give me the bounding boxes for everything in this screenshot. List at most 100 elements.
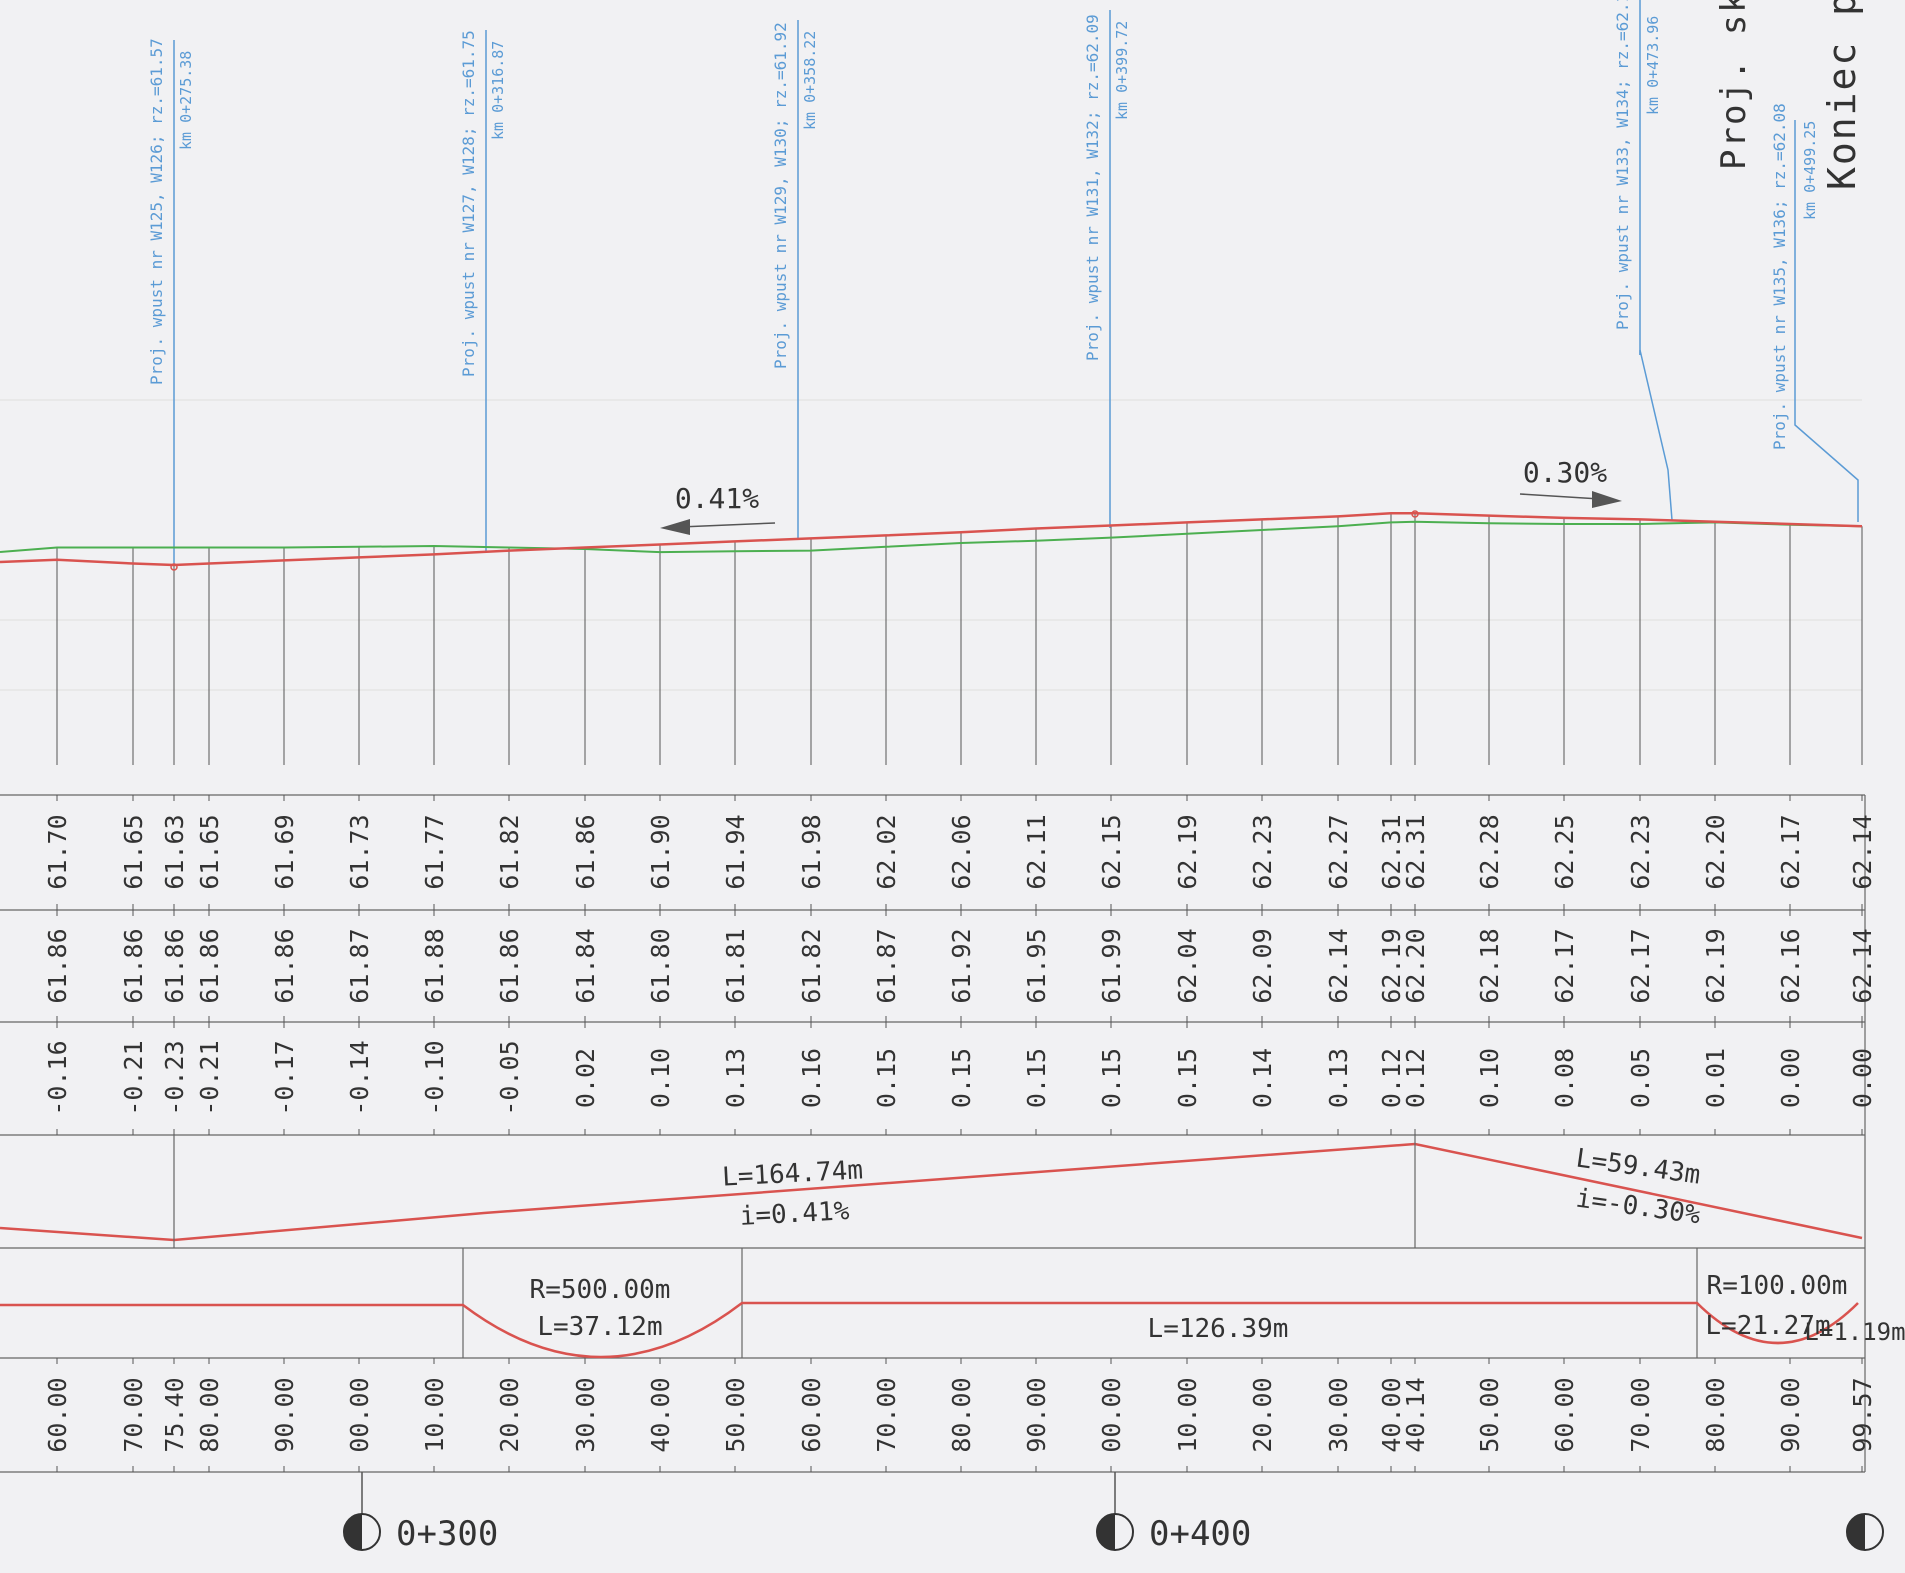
- design-elevation-value: 61.82: [495, 814, 524, 889]
- terrain-elevation-value: 61.86: [160, 928, 189, 1003]
- terrain-elevation-value: 62.16: [1776, 928, 1805, 1003]
- crossing-title: Proj. skrzy: [1714, 0, 1754, 170]
- design-grade-line: [0, 512, 1863, 567]
- elevation-difference-value: 0.00: [1776, 1048, 1805, 1108]
- grade-break-point-high: [1411, 510, 1419, 518]
- distance-value: 75.40: [160, 1377, 189, 1452]
- band-distances: 60.00 70.00 75.40 80.00 90.00 00.00 10.00 20.00…: [43, 1358, 1877, 1472]
- design-elevation-value: 62.11: [1022, 814, 1051, 889]
- terrain-elevation-value: 61.86: [495, 928, 524, 1003]
- elevation-difference-value: 0.16: [797, 1048, 826, 1108]
- inlet-annotation: Proj. wpust nr W125, W126; rz.=61.57 km 0…: [147, 38, 195, 565]
- design-elevation-value: 61.63: [160, 814, 189, 889]
- straight-length: L=126.39m: [1148, 1314, 1289, 1344]
- terrain-elevation-value: 62.17: [1550, 928, 1579, 1003]
- terrain-elevation-value: 61.95: [1022, 928, 1051, 1003]
- elevation-difference-value: 0.02: [571, 1048, 600, 1108]
- curve2-radius: R=100.00m: [1707, 1271, 1848, 1301]
- distance-value: 60.00: [797, 1377, 826, 1452]
- elevation-difference-value: -0.21: [195, 1040, 224, 1115]
- distance-value: 80.00: [947, 1377, 976, 1452]
- elevation-difference-value: 0.12: [1401, 1048, 1430, 1108]
- gradient-seg1-length: L=164.74m: [721, 1155, 863, 1192]
- inlet-km: km 0+399.72: [1113, 21, 1131, 120]
- elevation-difference-value: 0.13: [721, 1048, 750, 1108]
- terrain-elevation-value: 61.87: [872, 928, 901, 1003]
- terrain-elevation-value: 61.84: [571, 928, 600, 1003]
- elevation-difference-value: -0.10: [420, 1040, 449, 1115]
- elevation-difference-value: 0.15: [1173, 1048, 1202, 1108]
- distance-value: 40.00: [1377, 1377, 1406, 1452]
- grade-break-point-low: [170, 563, 178, 571]
- elevation-difference-value: 0.00: [1848, 1048, 1877, 1108]
- inlet-label: Proj. wpust nr W127, W128; rz.=61.75: [459, 30, 478, 377]
- terrain-elevation-value: 62.19: [1377, 928, 1406, 1003]
- terrain-elevation-value: 61.88: [420, 928, 449, 1003]
- gradient-band: L=164.74m i=0.41% L=59.43m i=-0.30%: [0, 1135, 1863, 1248]
- design-elevation-value: 62.23: [1626, 814, 1655, 889]
- distance-value: 00.00: [345, 1377, 374, 1452]
- distance-value: 40.14: [1401, 1377, 1430, 1452]
- curve-band: R=500.00m L=37.12m L=126.39m R=100.00m L…: [0, 1248, 1905, 1359]
- terrain-elevation-value: 62.17: [1626, 928, 1655, 1003]
- inlet-label: Proj. wpust nr W125, W126; rz.=61.57: [147, 38, 166, 385]
- elevation-difference-value: -0.16: [43, 1040, 72, 1115]
- km-marker-partial: [1846, 1513, 1884, 1551]
- distance-value: 30.00: [1324, 1377, 1353, 1452]
- distance-value: 10.00: [420, 1377, 449, 1452]
- km-marker-label: 0+300: [396, 1514, 498, 1554]
- elevation-difference-value: 0.15: [1022, 1048, 1051, 1108]
- design-elevation-value: 62.19: [1173, 814, 1202, 889]
- elevation-difference-value: -0.23: [160, 1040, 189, 1115]
- inlet-annotation: Proj. wpust nr W129, W130; rz.=61.92 km 0…: [771, 20, 819, 540]
- inlet-km: km 0+499.25: [1801, 121, 1819, 220]
- design-elevation-value: 61.94: [721, 814, 750, 889]
- distance-value: 80.00: [1701, 1377, 1730, 1452]
- terrain-elevation-value: 62.18: [1475, 928, 1504, 1003]
- terrain-line: [0, 520, 1863, 554]
- design-elevation-value: 61.73: [345, 814, 374, 889]
- band-design-elevations: 61.70 61.65 61.63 61.65 61.69 61.73 61.77 61.82…: [43, 795, 1877, 910]
- terrain-elevation-value: 61.87: [345, 928, 374, 1003]
- elevation-difference-value: -0.21: [119, 1040, 148, 1115]
- curve2-length: L=21.27m: [1705, 1311, 1830, 1341]
- inlet-annotation: Proj. wpust nr W133, W134; rz.=62.16 km 0…: [1613, 0, 1673, 521]
- design-elevation-value: 62.25: [1550, 814, 1579, 889]
- inlet-annotation: Proj. wpust nr W135, W136; rz.=62.08 km 0…: [1770, 103, 1859, 522]
- km-marker: 0+400: [1096, 1472, 1251, 1554]
- elevation-difference-value: -0.17: [270, 1040, 299, 1115]
- inlet-label: Proj. wpust nr W131, W132; rz.=62.09: [1083, 14, 1102, 361]
- band-elevation-differences: -0.16 -0.21 -0.23 -0.21 -0.17 -0.14 -0.10 -0.05…: [43, 1022, 1877, 1135]
- design-elevation-value: 62.23: [1248, 814, 1277, 889]
- design-elevation-value: 62.06: [947, 814, 976, 889]
- km-marker-symbol-fill: [1847, 1514, 1865, 1550]
- terrain-elevation-value: 61.81: [721, 928, 750, 1003]
- terrain-elevation-value: 62.14: [1324, 928, 1353, 1003]
- inlet-km: km 0+275.38: [177, 51, 195, 150]
- terrain-elevation-value: 61.92: [947, 928, 976, 1003]
- inlet-leader-line: [1794, 120, 1859, 522]
- design-elevation-value: 62.28: [1475, 814, 1504, 889]
- design-elevation-value: 61.65: [119, 814, 148, 889]
- distance-value: 90.00: [1776, 1377, 1805, 1452]
- distance-value: 70.00: [872, 1377, 901, 1452]
- distance-value: 10.00: [1173, 1377, 1202, 1452]
- slope-left-label: 0.41%: [675, 482, 759, 515]
- distance-value: 60.00: [43, 1377, 72, 1452]
- design-elevation-value: 62.20: [1701, 814, 1730, 889]
- terrain-elevation-value: 61.99: [1097, 928, 1126, 1003]
- design-elevation-value: 61.98: [797, 814, 826, 889]
- design-elevation-value: 61.69: [270, 814, 299, 889]
- tail-length: L=1.19m: [1804, 1318, 1905, 1346]
- distance-value: 90.00: [1022, 1377, 1051, 1452]
- station-lines: [56, 513, 1863, 765]
- design-elevation-value: 61.70: [43, 814, 72, 889]
- design-elevation-value: 62.27: [1324, 814, 1353, 889]
- elevation-difference-value: 0.05: [1626, 1048, 1655, 1108]
- inlet-annotation: Proj. wpust nr W127, W128; rz.=61.75 km 0…: [459, 30, 507, 553]
- km-marker: 0+300: [343, 1472, 498, 1554]
- curve1-length: L=37.12m: [537, 1312, 662, 1342]
- elevation-difference-value: 0.08: [1550, 1048, 1579, 1108]
- elevation-difference-value: 0.12: [1377, 1048, 1406, 1108]
